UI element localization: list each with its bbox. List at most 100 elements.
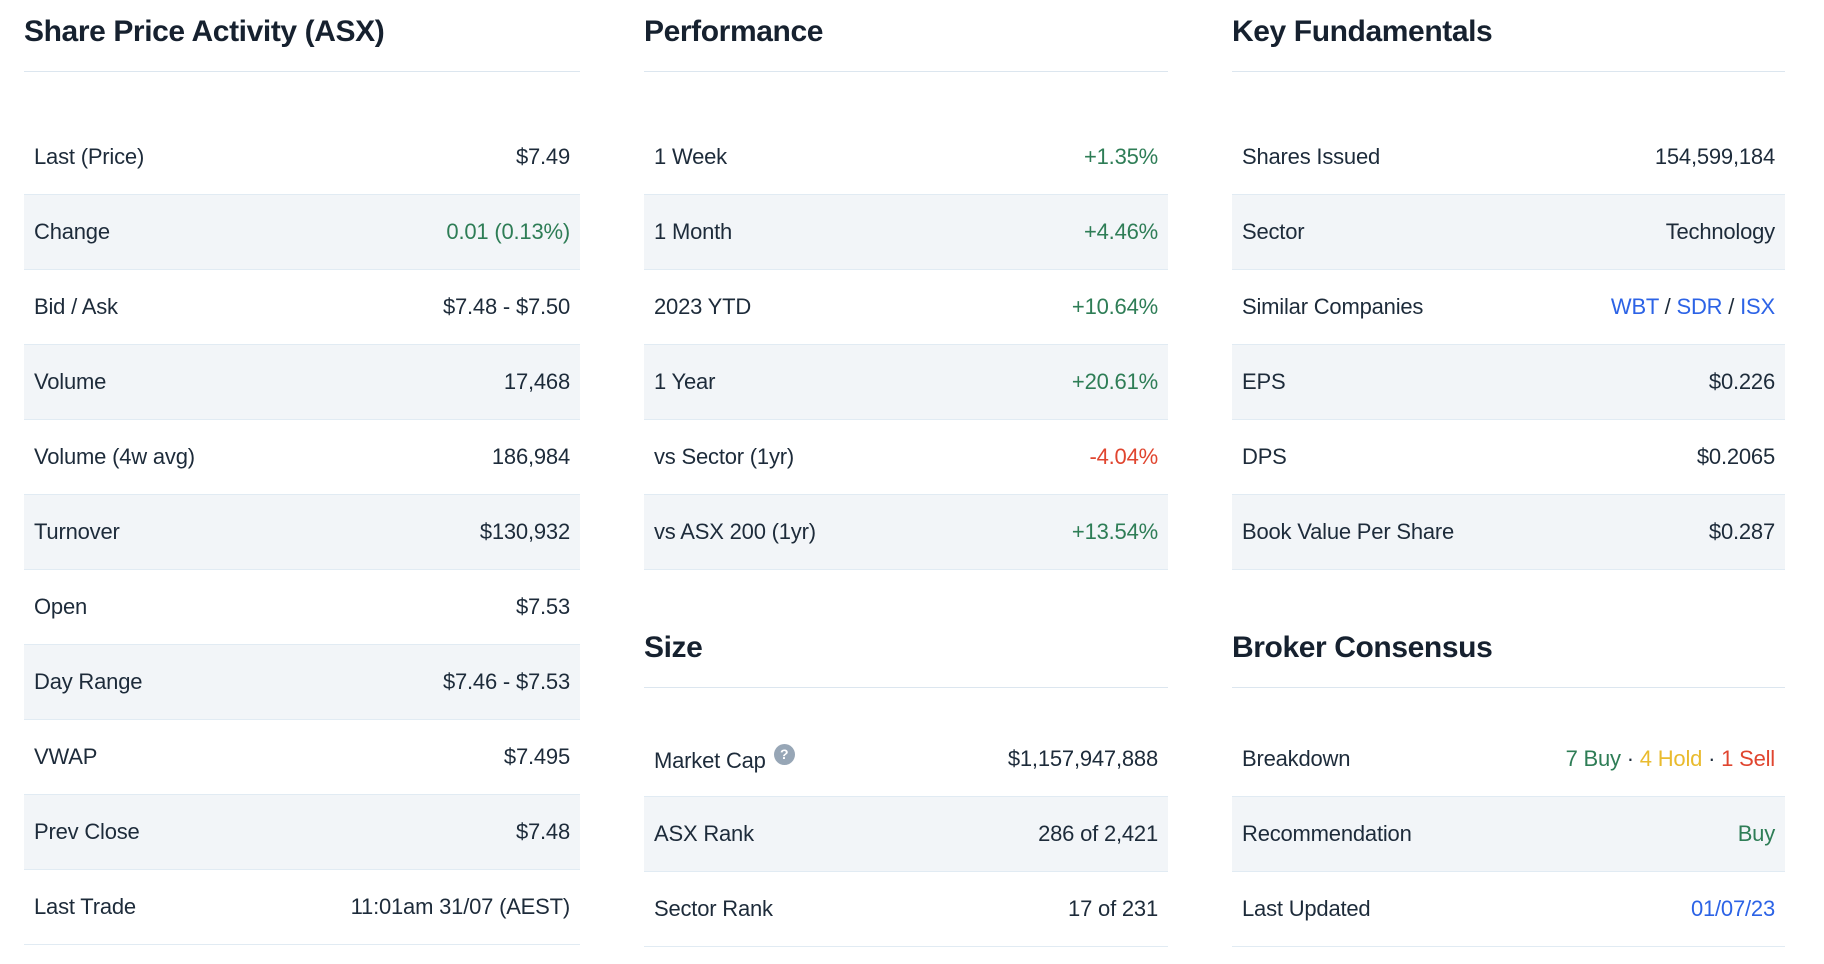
section-share-price-activity-asx: Share Price Activity (ASX) Last (Price) $7… — [24, 14, 580, 945]
row-label: Prev Close — [34, 819, 140, 844]
row-label: Shares Issued — [1242, 144, 1381, 169]
row-label: Similar Companies — [1242, 294, 1424, 319]
table-row-day-range: Day Range $7.46 - $7.53 — [24, 645, 580, 720]
table-row-last-trade: Last Trade 11:01am 31/07 (AEST) — [24, 870, 580, 945]
row-label: 1 Month — [654, 219, 733, 244]
value-part: $0.226 — [1708, 369, 1775, 394]
table-row-turnover: Turnover $130,932 — [24, 495, 580, 570]
value-part: · — [1702, 746, 1722, 771]
section-title-key-fundamentals: Key Fundamentals — [1232, 15, 1493, 48]
row-label: DPS — [1242, 444, 1287, 469]
row-value: Technology — [1666, 219, 1776, 245]
table-row-volume: Volume 17,468 — [24, 345, 580, 420]
row-value: $0.287 — [1709, 519, 1775, 545]
section-title-broker-consensus: Broker Consensus — [1232, 631, 1493, 664]
value-part: 286 of 2,421 — [1038, 821, 1158, 846]
row-value: +20.61% — [1072, 369, 1158, 395]
value-part: $7.48 - $7.50 — [442, 294, 570, 319]
sdr-link[interactable]: SDR — [1676, 294, 1723, 319]
table-row-last-updated: Last Updated 01/07/23 — [1232, 872, 1785, 947]
isx-link[interactable]: ISX — [1740, 294, 1775, 319]
section-divider — [644, 71, 1168, 72]
column-share-price: Share Price Activity (ASX) Last (Price) $7… — [24, 14, 580, 947]
row-value: $0.226 — [1709, 369, 1775, 395]
table-row-book-value-per-share: Book Value Per Share $0.287 — [1232, 495, 1785, 570]
table-row-dps: DPS $0.2065 — [1232, 420, 1785, 495]
row-value: 186,984 — [492, 444, 570, 470]
row-label: Bid / Ask — [34, 294, 118, 319]
table-row-vs-asx-200-1yr: vs ASX 200 (1yr) +13.54% — [644, 495, 1168, 570]
row-value: $7.495 — [504, 744, 570, 770]
rows-size: Market Cap? $1,157,947,888 ASX Rank 286 of … — [644, 722, 1168, 947]
table-row-open: Open $7.53 — [24, 570, 580, 645]
value-part: $1,157,947,888 — [1007, 746, 1158, 771]
value-part: 17 of 231 — [1068, 896, 1158, 921]
table-row-2023-ytd: 2023 YTD +10.64% — [644, 270, 1168, 345]
row-label: Last Trade — [34, 894, 136, 919]
row-value: +13.54% — [1072, 519, 1158, 545]
row-value: 17 of 231 — [1068, 896, 1158, 922]
section-divider — [644, 687, 1168, 688]
row-value: $7.48 - $7.50 — [443, 294, 570, 320]
table-row-asx-rank: ASX Rank 286 of 2,421 — [644, 797, 1168, 872]
row-label: ASX Rank — [654, 821, 754, 846]
table-row-1-month: 1 Month +4.46% — [644, 195, 1168, 270]
value-part: +4.46% — [1083, 219, 1158, 244]
value-part: $130,932 — [479, 519, 570, 544]
table-row-sector: Sector Technology — [1232, 195, 1785, 270]
table-row-volume-4w-avg: Volume (4w avg) 186,984 — [24, 420, 580, 495]
section-broker-consensus: Broker Consensus Breakdown 7 Buy · 4 Hold … — [1232, 630, 1785, 947]
value-part: $7.53 — [515, 594, 570, 619]
row-value: $7.53 — [516, 594, 570, 620]
table-row-prev-close: Prev Close $7.48 — [24, 795, 580, 870]
value-part: +10.64% — [1071, 294, 1158, 319]
row-value: 154,599,184 — [1655, 144, 1775, 170]
row-value: +1.35% — [1084, 144, 1158, 170]
value-part: $0.2065 — [1696, 444, 1775, 469]
value-part: +13.54% — [1071, 519, 1158, 544]
section-performance: Performance 1 Week +1.35% 1 Month +4.46% 2023… — [644, 14, 1168, 570]
table-row-1-year: 1 Year +20.61% — [644, 345, 1168, 420]
wbt-link[interactable]: WBT — [1610, 294, 1659, 319]
row-label: vs ASX 200 (1yr) — [654, 519, 816, 544]
row-label: Change — [34, 219, 110, 244]
value-part: +1.35% — [1083, 144, 1158, 169]
row-label: 1 Week — [654, 144, 727, 169]
row-label: Book Value Per Share — [1242, 519, 1455, 544]
rows-share-price-activity-asx: Last (Price) $7.49 Change 0.01 (0.13%) Bid /… — [24, 120, 580, 945]
row-label: Sector Rank — [654, 896, 773, 921]
row-label: Sector — [1242, 219, 1305, 244]
row-value: -4.04% — [1089, 444, 1158, 470]
row-label: Volume — [34, 369, 107, 394]
value-part: +20.61% — [1071, 369, 1158, 394]
value-part: / — [1722, 294, 1741, 319]
value-part: 1 Sell — [1721, 746, 1775, 771]
table-row-sector-rank: Sector Rank 17 of 231 — [644, 872, 1168, 947]
row-value: 0.01 (0.13%) — [446, 219, 570, 245]
row-label: 2023 YTD — [654, 294, 752, 319]
column-performance-size: Performance 1 Week +1.35% 1 Month +4.46% 2023… — [644, 14, 1168, 947]
row-value: $7.48 — [516, 819, 570, 845]
value-part: $7.495 — [503, 744, 570, 769]
help-icon[interactable]: ? — [773, 744, 795, 765]
table-row-1-week: 1 Week +1.35% — [644, 120, 1168, 195]
row-label: Day Range — [34, 669, 143, 694]
row-value: $130,932 — [480, 519, 570, 545]
row-label: vs Sector (1yr) — [654, 444, 795, 469]
table-row-bid-ask: Bid / Ask $7.48 - $7.50 — [24, 270, 580, 345]
row-label: Last (Price) — [34, 144, 145, 169]
table-row-recommendation: Recommendation Buy — [1232, 797, 1785, 872]
section-title-size: Size — [644, 631, 703, 664]
table-row-breakdown: Breakdown 7 Buy · 4 Hold · 1 Sell — [1232, 722, 1785, 797]
section-title-share-price-activity-asx: Share Price Activity (ASX) — [24, 15, 385, 48]
value-part: $7.49 — [515, 144, 570, 169]
value-part: 7 Buy — [1565, 746, 1621, 771]
section-divider — [1232, 71, 1785, 72]
row-value: +10.64% — [1072, 294, 1158, 320]
row-label: EPS — [1242, 369, 1286, 394]
row-label: Volume (4w avg) — [34, 444, 195, 469]
01-07-23-link[interactable]: 01/07/23 — [1690, 896, 1775, 921]
section-size: Size Market Cap? $1,157,947,888 ASX Rank 286… — [644, 630, 1168, 947]
section-divider — [1232, 687, 1785, 688]
